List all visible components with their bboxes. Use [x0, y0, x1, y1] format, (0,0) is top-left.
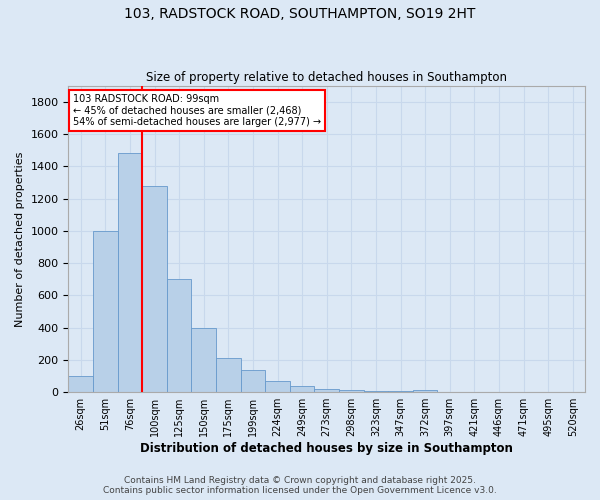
Bar: [339, 390, 364, 392]
Bar: [68, 376, 93, 392]
Text: Contains HM Land Registry data © Crown copyright and database right 2025.
Contai: Contains HM Land Registry data © Crown c…: [103, 476, 497, 495]
Title: Size of property relative to detached houses in Southampton: Size of property relative to detached ho…: [146, 72, 507, 85]
Bar: [118, 154, 142, 392]
Bar: [191, 328, 216, 392]
X-axis label: Distribution of detached houses by size in Southampton: Distribution of detached houses by size …: [140, 442, 513, 455]
Bar: [413, 390, 437, 392]
Bar: [314, 389, 339, 392]
Bar: [142, 186, 167, 392]
Bar: [241, 370, 265, 392]
Bar: [216, 358, 241, 392]
Text: 103 RADSTOCK ROAD: 99sqm
← 45% of detached houses are smaller (2,468)
54% of sem: 103 RADSTOCK ROAD: 99sqm ← 45% of detach…: [73, 94, 322, 127]
Bar: [167, 280, 191, 392]
Text: 103, RADSTOCK ROAD, SOUTHAMPTON, SO19 2HT: 103, RADSTOCK ROAD, SOUTHAMPTON, SO19 2H…: [124, 8, 476, 22]
Y-axis label: Number of detached properties: Number of detached properties: [15, 151, 25, 326]
Bar: [265, 381, 290, 392]
Bar: [290, 386, 314, 392]
Bar: [93, 231, 118, 392]
